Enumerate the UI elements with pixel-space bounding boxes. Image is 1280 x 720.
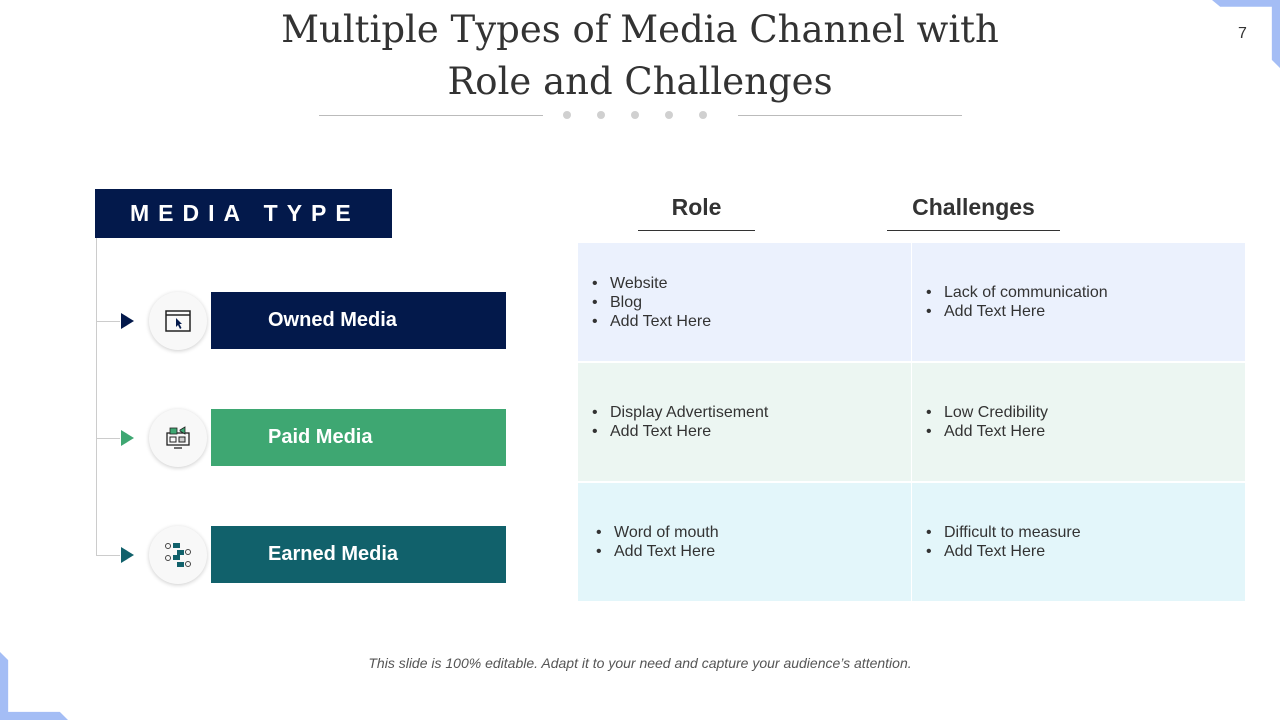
- list-item: Add Text Here: [926, 542, 1245, 561]
- role-column-header: Role: [671, 194, 722, 220]
- list-item: Add Text Here: [596, 542, 911, 561]
- dot: [631, 111, 639, 119]
- triangle-icon: [121, 313, 134, 329]
- role-cell: Word of mouthAdd Text Here: [578, 483, 911, 601]
- title-line-2: Role and Challenges: [447, 60, 833, 103]
- connector-line: [96, 238, 97, 555]
- challenges-cell: Low CredibilityAdd Text Here: [912, 363, 1245, 481]
- list-item: Blog: [592, 293, 911, 312]
- list-item: Website: [592, 274, 911, 293]
- triangle-icon: [121, 430, 134, 446]
- role-cell: Display AdvertisementAdd Text Here: [578, 363, 911, 481]
- connector-line: [96, 438, 120, 439]
- paid-media-label: Paid Media: [211, 409, 506, 466]
- connector-line: [96, 321, 120, 322]
- dot: [563, 111, 571, 119]
- list-item: Add Text Here: [926, 422, 1245, 441]
- list-item: Lack of communication: [926, 283, 1245, 302]
- monitor-advertising-icon: [149, 409, 207, 467]
- challenges-cell: Lack of communicationAdd Text Here: [912, 243, 1245, 361]
- dot: [699, 111, 707, 119]
- page-number: 7: [1238, 25, 1247, 42]
- footer-note: This slide is 100% editable. Adapt it to…: [368, 655, 912, 671]
- browser-cursor-icon: [149, 292, 207, 350]
- owned-media-label: Owned Media: [211, 292, 506, 349]
- slide-title: Multiple Types of Media Channel with Role…: [240, 4, 1040, 108]
- role-cell: WebsiteBlogAdd Text Here: [578, 243, 911, 361]
- header-underline: [887, 230, 1060, 231]
- people-sharing-icon: [149, 526, 207, 584]
- media-type-header: MEDIA TYPE: [95, 189, 392, 238]
- dot: [665, 111, 673, 119]
- list-item: Low Credibility: [926, 403, 1245, 422]
- list-item: Add Text Here: [926, 302, 1245, 321]
- earned-media-label: Earned Media: [211, 526, 506, 583]
- dot: [597, 111, 605, 119]
- connector-line: [96, 555, 120, 556]
- title-line-1: Multiple Types of Media Channel with: [281, 8, 999, 51]
- list-item: Difficult to measure: [926, 523, 1245, 542]
- list-item: Add Text Here: [592, 312, 911, 331]
- list-item: Word of mouth: [596, 523, 911, 542]
- title-divider: [319, 115, 543, 116]
- challenges-column-header: Challenges: [912, 194, 1035, 220]
- header-underline: [638, 230, 755, 231]
- triangle-icon: [121, 547, 134, 563]
- list-item: Add Text Here: [592, 422, 911, 441]
- challenges-cell: Difficult to measureAdd Text Here: [912, 483, 1245, 601]
- title-divider: [738, 115, 962, 116]
- list-item: Display Advertisement: [592, 403, 911, 422]
